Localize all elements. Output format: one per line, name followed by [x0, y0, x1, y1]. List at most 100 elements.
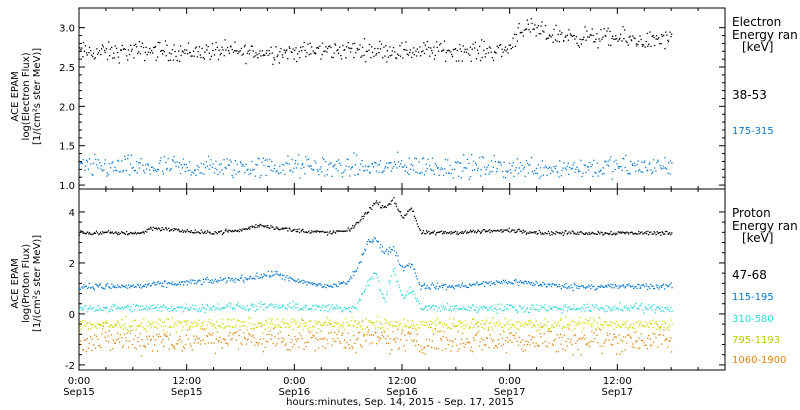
data-point: [384, 167, 386, 169]
data-point: [606, 310, 608, 312]
data-point: [632, 233, 634, 235]
data-point: [402, 330, 404, 332]
data-point: [132, 303, 134, 305]
data-point: [515, 332, 517, 334]
data-point: [382, 57, 384, 59]
data-point: [589, 162, 591, 164]
data-point: [436, 318, 439, 320]
data-point: [657, 306, 659, 308]
data-point: [664, 288, 666, 290]
data-point: [171, 49, 173, 51]
data-point: [469, 306, 472, 309]
data-point: [444, 307, 446, 309]
data-point: [329, 309, 331, 311]
data-point: [260, 301, 262, 303]
data-point: [564, 36, 566, 38]
data-point: [447, 49, 450, 51]
data-point: [555, 230, 557, 233]
data-point: [194, 305, 196, 307]
data-point: [438, 285, 440, 287]
data-point: [87, 347, 89, 349]
data-point: [484, 229, 486, 231]
data-point: [190, 321, 192, 324]
data-point: [507, 230, 509, 232]
data-point: [645, 283, 647, 285]
data-point: [568, 231, 570, 233]
data-point: [267, 327, 269, 329]
data-point: [482, 229, 485, 231]
data-point: [161, 226, 163, 229]
data-point: [622, 310, 624, 312]
data-point: [168, 326, 170, 328]
data-point: [182, 284, 185, 286]
data-point: [417, 300, 420, 302]
data-point: [581, 330, 583, 332]
data-point: [541, 306, 543, 308]
data-point: [633, 327, 636, 330]
data-point: [578, 337, 580, 340]
data-point: [85, 233, 87, 235]
data-point: [576, 42, 578, 44]
data-point: [139, 333, 142, 335]
data-point: [403, 270, 405, 272]
data-point: [191, 231, 193, 234]
data-point: [321, 286, 323, 288]
data-point: [253, 226, 255, 228]
data-point: [301, 279, 303, 282]
data-point: [223, 278, 225, 280]
data-point: [355, 223, 357, 225]
data-point: [346, 158, 348, 160]
data-point: [105, 320, 108, 322]
data-point: [366, 333, 368, 336]
data-point: [413, 215, 416, 217]
data-point: [284, 344, 286, 346]
data-point: [270, 275, 272, 278]
data-point: [210, 307, 212, 309]
data-point: [432, 231, 434, 233]
data-point: [111, 305, 113, 307]
data-point: [307, 43, 309, 45]
data-point: [327, 311, 329, 313]
data-point: [643, 312, 645, 314]
data-point: [635, 330, 638, 332]
data-point: [113, 52, 115, 54]
data-point: [290, 169, 292, 171]
data-point: [495, 309, 497, 311]
data-point: [398, 263, 401, 265]
data-point: [407, 291, 409, 293]
data-point: [611, 287, 613, 289]
data-point: [266, 226, 268, 229]
data-point: [513, 175, 515, 178]
data-point: [494, 307, 496, 309]
data-point: [200, 326, 202, 328]
data-point: [581, 232, 583, 234]
data-point: [412, 169, 415, 171]
data-point: [228, 319, 230, 321]
data-point: [463, 231, 465, 233]
data-point: [99, 344, 101, 347]
data-point: [149, 339, 151, 342]
data-point: [364, 328, 366, 330]
data-point: [304, 342, 306, 344]
data-point: [267, 270, 269, 272]
data-point: [669, 173, 671, 175]
data-point: [516, 158, 518, 160]
data-point: [580, 159, 582, 161]
data-point: [525, 308, 528, 310]
data-point: [135, 328, 137, 330]
data-point: [589, 233, 591, 235]
data-point: [88, 46, 91, 49]
data-point: [396, 321, 398, 324]
data-point: [168, 227, 170, 229]
data-point: [149, 308, 152, 310]
data-point: [231, 277, 233, 280]
data-point: [134, 347, 136, 349]
data-point: [224, 307, 226, 309]
data-point: [196, 165, 198, 167]
data-point: [336, 323, 338, 325]
data-point: [275, 226, 277, 228]
data-point: [445, 324, 447, 327]
data-point: [99, 231, 102, 233]
data-point: [504, 306, 506, 308]
data-point: [462, 232, 464, 234]
